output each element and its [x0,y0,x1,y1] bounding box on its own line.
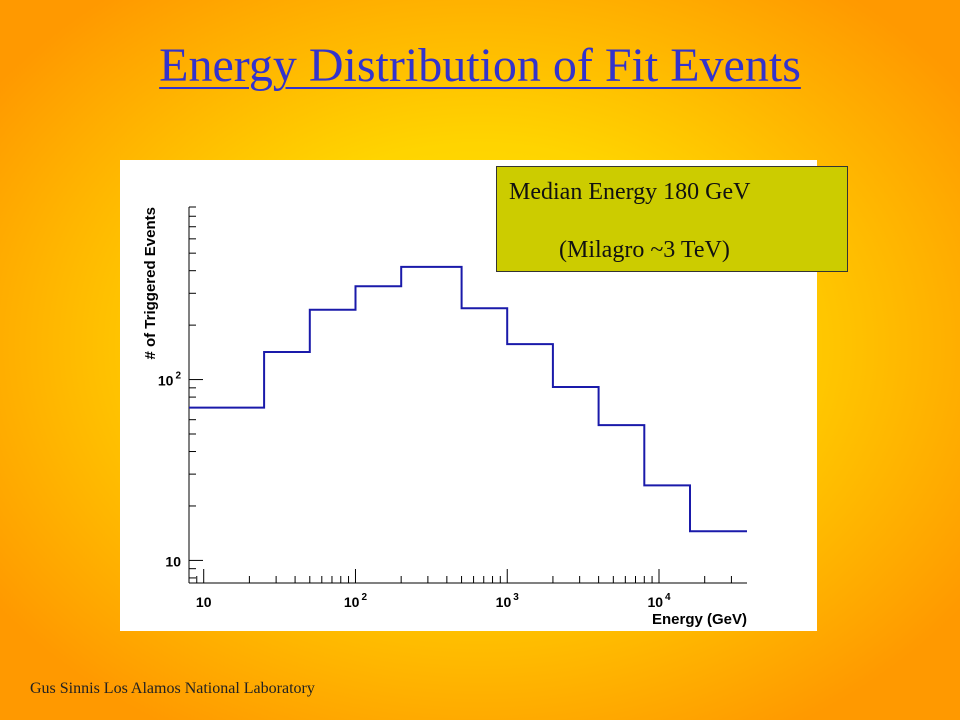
slide-title: Energy Distribution of Fit Events [159,39,801,92]
y-axis-label: # of Triggered Events [142,207,159,360]
footer-credit: Gus Sinnis Los Alamos National Laborator… [30,680,315,697]
median-energy-callout: Median Energy 180 GeV (Milagro ~3 TeV) [496,166,848,272]
y-tick-labels: 10 10 2 [158,371,182,570]
y-minor-ticks [189,206,203,579]
x-tick-labels: 10 10 2 10 3 10 4 [196,592,671,610]
x-tick-label: 10 4 [647,592,671,610]
y-tick-label: 10 2 [158,371,182,389]
histogram-series-line [189,265,747,533]
x-minor-ticks [188,569,732,583]
x-tick-label: 10 3 [496,592,520,610]
x-tick-label: 10 [196,594,212,610]
callout-median-energy: Median Energy 180 GeV [509,179,751,205]
histogram-svg: 10 10 2 10 3 10 4 10 10 2 Energy (GeV) # of Trig… [142,206,747,628]
x-axis-label: Energy (GeV) [652,611,747,628]
x-tick-label: 10 2 [344,592,368,610]
y-tick-label: 10 [165,553,181,569]
callout-milagro-energy: (Milagro ~3 TeV) [559,237,730,263]
